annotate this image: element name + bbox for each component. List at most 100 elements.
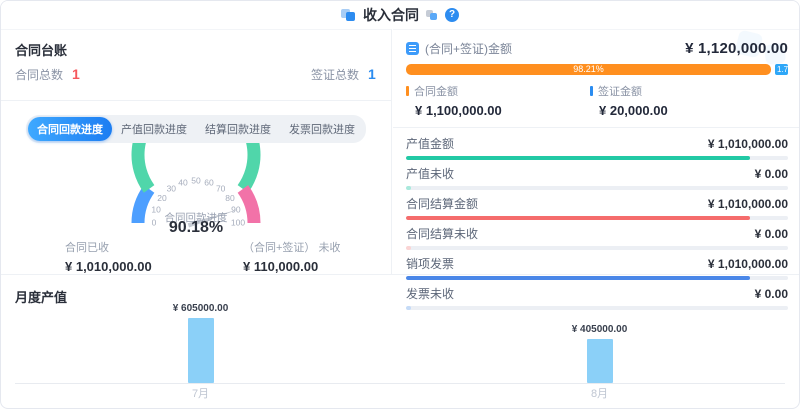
gauge-stat-label: （合同+签证） 未收 bbox=[243, 242, 341, 254]
bar-value-label: ¥ 605000.00 bbox=[172, 303, 229, 314]
bar-month-label: 8月 bbox=[590, 388, 609, 400]
gauge-tick-label: 40 bbox=[178, 178, 188, 188]
metric-label: 销项发票 bbox=[406, 257, 455, 271]
stacked-bar-secondary: 1.79% bbox=[775, 64, 788, 75]
metric-bar-track bbox=[406, 246, 788, 250]
divider bbox=[393, 127, 799, 128]
ledger-stat-label: 签证总数 bbox=[311, 68, 360, 82]
gauge-tick-label: 60 bbox=[204, 178, 214, 188]
metric-value: ¥ 0.00 bbox=[754, 166, 788, 181]
gauge-arc-segment bbox=[131, 185, 155, 224]
legend-label: 合同金额 bbox=[414, 86, 458, 98]
gauge-stat-value: ¥ 1,010,000.00 bbox=[65, 259, 152, 274]
metric-bar-track bbox=[406, 216, 788, 220]
stacked-bar-primary: 98.21% bbox=[406, 64, 771, 75]
metric-value: ¥ 0.00 bbox=[754, 286, 788, 301]
amount-title: (合同+签证)金额 bbox=[425, 41, 513, 56]
ledger-stat-value: 1 bbox=[72, 66, 80, 82]
legend-marker bbox=[590, 86, 593, 96]
metric-label: 产值金额 bbox=[406, 137, 455, 151]
metric-bar-track bbox=[406, 276, 788, 280]
legend-item-top: 合同金额 bbox=[406, 83, 590, 99]
ledger-book-icon bbox=[406, 41, 419, 55]
gauge-tick-label: 100 bbox=[231, 218, 245, 228]
metric-bar-track bbox=[406, 306, 788, 310]
page-title: 收入合同 bbox=[363, 7, 419, 23]
legend-label: 签证金额 bbox=[598, 86, 642, 98]
legend-marker bbox=[406, 86, 409, 96]
metric-bar-track bbox=[406, 156, 788, 160]
metric-value: ¥ 1,010,000.00 bbox=[707, 196, 788, 211]
progress-tab[interactable]: 结算回款进度 bbox=[196, 117, 280, 141]
ledger-stat-value: 1 bbox=[368, 66, 376, 82]
legend-item: 签证金额 ¥ 20,000.00 bbox=[590, 83, 774, 118]
gauge-tick-label: 80 bbox=[225, 193, 235, 203]
gauge-tick-label: 70 bbox=[216, 184, 226, 194]
metric-value: ¥ 1,010,000.00 bbox=[707, 256, 788, 271]
metric-bar-fill bbox=[406, 156, 751, 160]
gauge-tick-label: 20 bbox=[157, 193, 167, 203]
gauge-tick-label: 50 bbox=[191, 176, 201, 186]
legend-value: ¥ 1,100,000.00 bbox=[415, 103, 502, 118]
metric-row: 合同结算未收 ¥ 0.00 bbox=[406, 220, 788, 250]
metric-label: 产值未收 bbox=[406, 167, 455, 181]
gauge-value: 90.18% bbox=[168, 219, 224, 236]
metric-bar-fill bbox=[406, 246, 411, 250]
amount-total: ¥ 1,120,000.00 bbox=[685, 39, 788, 57]
gauge-arc-segment bbox=[131, 143, 261, 193]
metric-row: 产值未收 ¥ 0.00 bbox=[406, 160, 788, 190]
metric-row-line: 销项发票 ¥ 1,010,000.00 bbox=[406, 255, 788, 272]
legend-value: ¥ 20,000.00 bbox=[599, 103, 668, 118]
metric-value: ¥ 0.00 bbox=[754, 226, 788, 241]
monthly-bar-chart: ¥ 605000.00 7月 ¥ 405000.00 8月 bbox=[1, 275, 799, 405]
bar bbox=[187, 318, 214, 383]
bar-month-label: 7月 bbox=[191, 388, 210, 400]
gauge-tick-label: 10 bbox=[151, 205, 161, 215]
ledger-title: 合同台账 bbox=[15, 43, 68, 58]
metric-row-line: 产值未收 ¥ 0.00 bbox=[406, 165, 788, 182]
legend-item-top: 签证金额 bbox=[590, 83, 774, 99]
monthly-title: 月度产值 bbox=[15, 290, 68, 305]
contract-docs-icon bbox=[341, 8, 356, 22]
metric-row-line: 合同结算未收 ¥ 0.00 bbox=[406, 225, 788, 242]
progress-tab[interactable]: 发票回款进度 bbox=[280, 117, 364, 141]
gauge-tick-label: 0 bbox=[152, 218, 157, 228]
metric-label: 发票未收 bbox=[406, 287, 455, 301]
metric-bar-fill bbox=[406, 276, 751, 280]
metric-row-line: 产值金额 ¥ 1,010,000.00 bbox=[406, 135, 788, 152]
progress-tab[interactable]: 合同回款进度 bbox=[28, 117, 112, 141]
legend-item: 合同金额 ¥ 1,100,000.00 bbox=[406, 83, 590, 118]
metric-row: 销项发票 ¥ 1,010,000.00 bbox=[406, 250, 788, 280]
metric-bar-fill bbox=[406, 306, 411, 310]
bar bbox=[586, 339, 613, 383]
ledger-stat-label: 合同总数 bbox=[15, 68, 64, 82]
page-header: 收入合同 ? bbox=[1, 1, 799, 29]
recovery-progress-panel: 合同回款进度 产值回款进度 结算回款进度 发票回款进度 0 10 20 30 40 50 60 70… bbox=[1, 101, 392, 274]
amount-stacked-bar: 98.21% 1.79% bbox=[406, 64, 788, 75]
gauge-tick-label: 30 bbox=[167, 184, 177, 194]
gauge-arc-segment bbox=[237, 185, 261, 224]
metric-row-line: 发票未收 ¥ 0.00 bbox=[406, 285, 788, 302]
bar-value-label: ¥ 405000.00 bbox=[571, 324, 628, 335]
gauge-tick-label: 90 bbox=[231, 205, 241, 215]
metric-bar-track bbox=[406, 186, 788, 190]
gauge-stat-label: 合同已收 bbox=[65, 242, 109, 254]
gauge-center-label: 合同回款进度 bbox=[165, 211, 228, 224]
monthly-output-panel: 月度产值 ¥ 605000.00 7月 ¥ 405000.00 8月 bbox=[1, 274, 799, 405]
progress-tabs: 合同回款进度 产值回款进度 结算回款进度 发票回款进度 bbox=[26, 115, 366, 143]
gauge-stat: （合同+签证） 未收 ¥ 110,000.00 bbox=[243, 239, 340, 274]
gauge-needle bbox=[187, 209, 239, 228]
contract-ledger-panel: 合同台账 合同总数 1 签证总数 1 bbox=[1, 29, 392, 101]
metric-bar-fill bbox=[406, 216, 751, 220]
gauge-stat: 合同已收 ¥ 1,010,000.00 bbox=[65, 239, 152, 274]
metric-row-line: 合同结算金额 ¥ 1,010,000.00 bbox=[406, 195, 788, 212]
amount-summary-panel: (合同+签证)金额 ¥ 1,120,000.00 98.21% 1.79% 合同… bbox=[393, 29, 799, 310]
ledger-stat: 签证总数 1 bbox=[311, 66, 376, 83]
metric-label: 合同结算金额 bbox=[406, 197, 479, 211]
progress-tab[interactable]: 产值回款进度 bbox=[112, 117, 196, 141]
metric-list: 产值金额 ¥ 1,010,000.00 产值未收 ¥ 0.00 合同结算金额 ¥ 1,01… bbox=[406, 130, 788, 310]
visa-docs-icon bbox=[426, 9, 438, 21]
help-icon[interactable]: ? bbox=[445, 8, 459, 22]
